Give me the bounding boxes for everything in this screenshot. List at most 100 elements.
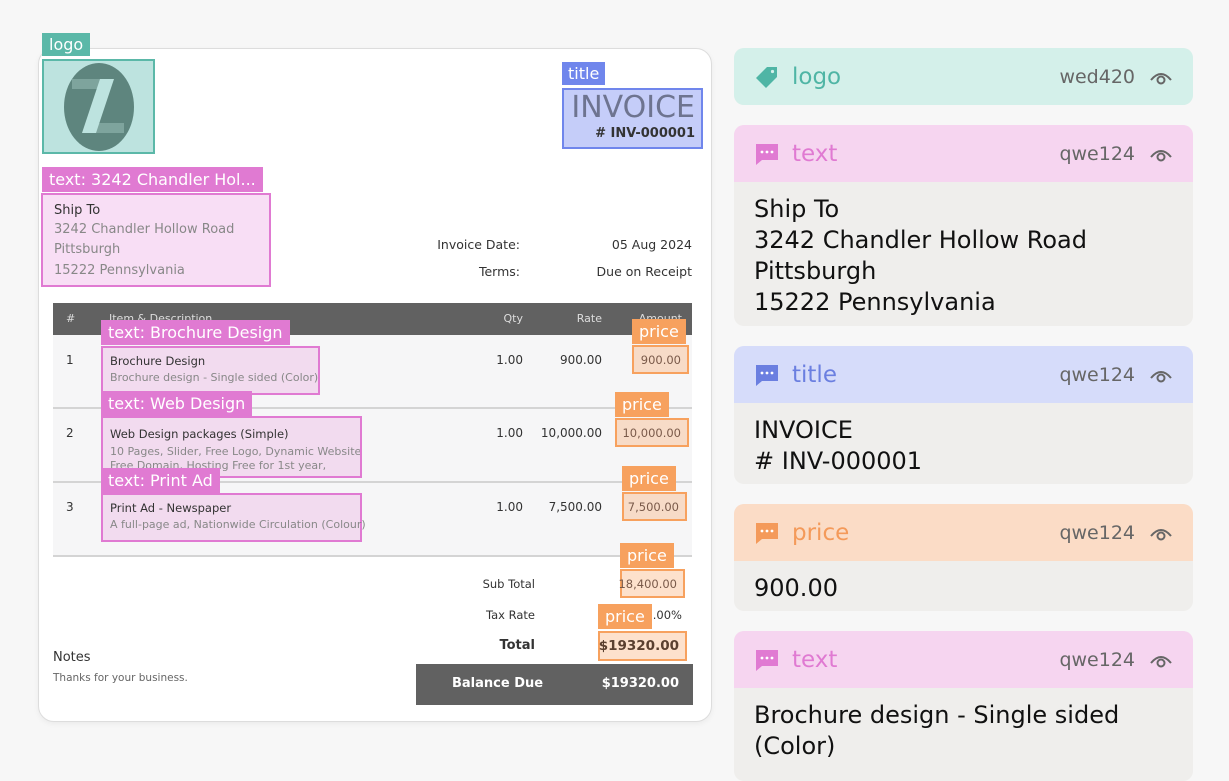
- item-desc: A full-page ad, Nationwide Circulation (…: [110, 518, 366, 531]
- total-value: $19320.00: [598, 638, 679, 654]
- item-name: Print Ad - Newspaper: [110, 501, 232, 515]
- item-annotation-label: text: Print Ad: [101, 468, 220, 493]
- total-label: Total: [499, 638, 535, 653]
- notes-label: Notes: [53, 650, 91, 665]
- panel-id: qwe124: [1059, 648, 1135, 671]
- row-qty: 1.00: [496, 426, 523, 440]
- annotation-panel-text[interactable]: text qwe124 Ship To 3242 Chandler Hollow…: [734, 125, 1193, 326]
- comment-icon: [754, 648, 780, 672]
- eye-icon[interactable]: [1149, 652, 1173, 668]
- terms-value: Due on Receipt: [596, 264, 692, 279]
- annotation-panel-title[interactable]: title qwe124 INVOICE # INV-000001: [734, 346, 1193, 484]
- balance-due-label: Balance Due: [452, 676, 544, 691]
- col-number: #: [66, 312, 76, 325]
- price-annotation-label: price: [620, 543, 674, 568]
- amount-box: 900.00: [632, 345, 689, 374]
- ship-to-box: Ship To 3242 Chandler Hollow Road Pittsb…: [41, 193, 271, 287]
- balance-due-value: $19320.00: [601, 676, 679, 691]
- panel-id: qwe124: [1059, 363, 1135, 386]
- ship-to-line: 15222 Pennsylvania: [54, 263, 185, 278]
- price-annotation-label: price: [622, 466, 676, 491]
- item-annotation-label: text: Brochure Design: [101, 320, 290, 345]
- annotation-panel-text[interactable]: text qwe124 Brochure design - Single sid…: [734, 631, 1193, 781]
- item-desc: 10 Pages, Slider, Free Logo, Dynamic Web…: [110, 445, 362, 458]
- title-annotation-label: title: [562, 62, 606, 85]
- ship-to-line: Pittsburgh: [54, 242, 121, 257]
- item-annotation-label: text: Web Design: [101, 391, 253, 416]
- panel-line: Pittsburgh: [754, 257, 877, 285]
- eye-icon[interactable]: [1149, 146, 1173, 162]
- row-qty: 1.00: [496, 353, 523, 367]
- eye-icon[interactable]: [1149, 69, 1173, 85]
- panel-line: # INV-000001: [754, 447, 923, 475]
- item-description-box: Print Ad - Newspaper A full-page ad, Nat…: [101, 493, 366, 542]
- row-amount: 900.00: [640, 352, 681, 367]
- ship-to-heading: Ship To: [54, 203, 101, 218]
- invoice-title: INVOICE: [571, 90, 695, 125]
- panel-line: 3242 Chandler Hollow Road: [754, 226, 1087, 254]
- subtotal-box: 18,400.00: [618, 569, 685, 598]
- eye-icon[interactable]: [1149, 525, 1173, 541]
- amount-box: 7,500.00: [622, 492, 687, 521]
- comment-icon: [754, 363, 780, 387]
- amount-box: 10,000.00: [615, 418, 689, 447]
- balance-due-bar: Balance Due $19320.00: [416, 664, 693, 705]
- table-row: 3 1.00 7,500.00: [53, 483, 692, 557]
- row-amount: 10,000.00: [622, 425, 681, 440]
- panel-type: logo: [792, 63, 842, 90]
- invoice-date-label: Invoice Date:: [437, 237, 520, 252]
- item-name: Web Design packages (Simple): [110, 427, 289, 441]
- panel-line: 15222 Pennsylvania: [754, 288, 996, 316]
- total-box: $19320.00: [598, 631, 687, 661]
- panel-line: INVOICE: [754, 416, 853, 444]
- annotation-panel-price[interactable]: price qwe124 900.00: [734, 504, 1193, 611]
- row-number: 2: [66, 426, 74, 440]
- price-annotation-label: price: [615, 392, 669, 417]
- row-amount: 7,500.00: [627, 499, 679, 514]
- z-logo-icon: [64, 63, 134, 151]
- invoice-number: # INV-000001: [595, 126, 695, 141]
- notes-text: Thanks for your business.: [53, 672, 188, 684]
- panel-type: text: [792, 140, 838, 167]
- panel-body: Brochure design - Single sided (Color): [734, 688, 1193, 774]
- panel-type: price: [792, 519, 850, 546]
- panel-body: 900.00: [734, 561, 1193, 611]
- col-qty: Qty: [503, 312, 523, 325]
- tag-icon: [754, 65, 780, 89]
- row-number: 3: [66, 500, 74, 514]
- subtotal-value: 18,400.00: [618, 576, 677, 591]
- col-rate: Rate: [576, 312, 602, 325]
- panel-body: Ship To 3242 Chandler Hollow Road Pittsb…: [734, 182, 1193, 326]
- panel-line: Ship To: [754, 195, 840, 223]
- panel-line: Brochure design - Single sided: [754, 701, 1120, 729]
- panel-body: INVOICE # INV-000001: [734, 403, 1193, 484]
- eye-icon[interactable]: [1149, 367, 1173, 383]
- tax-label: Tax Rate: [486, 608, 535, 622]
- ship-to-line: 3242 Chandler Hollow Road: [54, 222, 235, 237]
- panel-line: 900.00: [754, 574, 838, 602]
- item-desc: Brochure design - Single sided (Color): [110, 371, 319, 384]
- invoice-date-value: 05 Aug 2024: [611, 237, 692, 252]
- panel-id: qwe124: [1059, 521, 1135, 544]
- price-annotation-label: price: [632, 319, 686, 344]
- item-name: Brochure Design: [110, 354, 206, 368]
- logo-annotation-label: logo: [42, 33, 91, 56]
- annotation-panel-logo[interactable]: logo wed420: [734, 48, 1193, 105]
- item-description-box: Brochure Design Brochure design - Single…: [101, 346, 320, 395]
- comment-icon: [754, 142, 780, 166]
- price-annotation-label: price: [598, 604, 652, 629]
- panel-id: wed420: [1059, 65, 1135, 88]
- row-rate: 7,500.00: [548, 500, 602, 514]
- row-rate: 900.00: [560, 353, 602, 367]
- company-logo: [42, 59, 155, 154]
- ship-to-annotation-label: text: 3242 Chandler Hol...: [42, 167, 263, 192]
- panel-type: title: [792, 361, 837, 388]
- row-qty: 1.00: [496, 500, 523, 514]
- tax-value: 5.00%: [645, 608, 682, 622]
- panel-type: text: [792, 646, 838, 673]
- terms-label: Terms:: [478, 264, 520, 279]
- panel-id: qwe124: [1059, 142, 1135, 165]
- row-number: 1: [66, 353, 74, 367]
- panel-line: (Color): [754, 732, 836, 760]
- title-box: INVOICE # INV-000001: [562, 88, 703, 149]
